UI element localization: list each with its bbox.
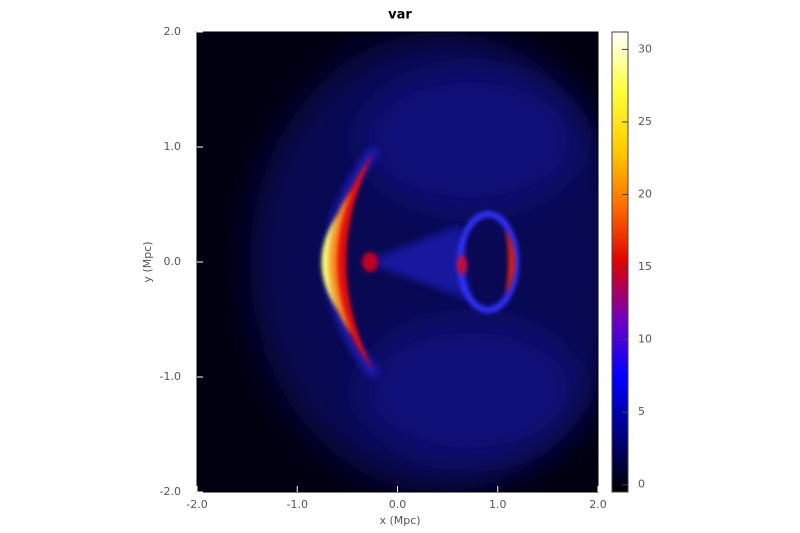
y-axis-label: y (Mpc) <box>141 241 154 282</box>
colorbar-tick-label: 5 <box>638 405 645 418</box>
colorbar-tick-label: 25 <box>638 115 652 128</box>
colorbar <box>611 31 629 493</box>
chart-title: var <box>388 8 412 23</box>
colorbar-tick-label: 0 <box>638 478 645 491</box>
colorbar-tick-label: 15 <box>638 260 652 273</box>
x-axis-label: x (Mpc) <box>379 514 420 527</box>
y-tick-label: 2.0 <box>164 25 182 38</box>
x-tick-label: -2.0 <box>186 498 207 511</box>
colorbar-tick-label: 20 <box>638 188 652 201</box>
x-tick-label: 1.0 <box>489 498 507 511</box>
image <box>197 32 598 492</box>
colorbar-tick-label: 10 <box>638 333 652 346</box>
y-tick-label: -2.0 <box>160 485 181 498</box>
colorbar-tick-label: 30 <box>638 42 652 55</box>
x-tick-label: -1.0 <box>287 498 308 511</box>
y-tick-label: 0.0 <box>164 255 182 268</box>
x-tick-label: 2.0 <box>589 498 607 511</box>
y-tick-label: -1.0 <box>160 370 181 383</box>
y-tick-label: 1.0 <box>164 140 182 153</box>
x-tick-label: 0.0 <box>389 498 407 511</box>
